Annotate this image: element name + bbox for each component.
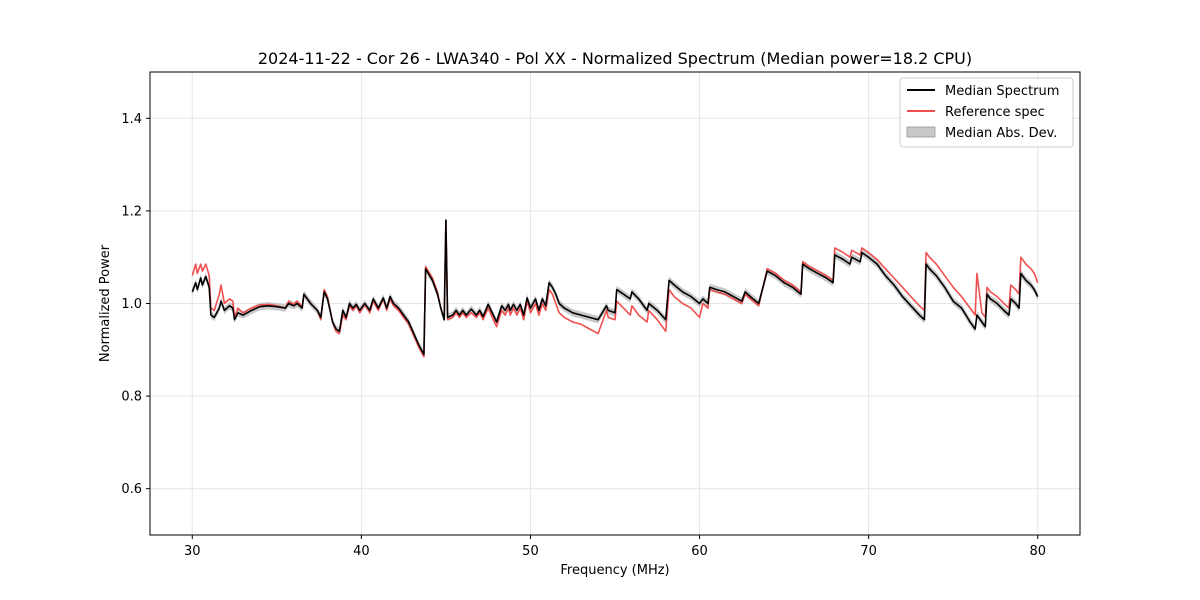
- x-axis-ticks: 30 40 50 60 70 80: [184, 535, 1046, 559]
- x-tick-label: 60: [691, 544, 708, 559]
- legend-median-label: Median Spectrum: [945, 84, 1059, 99]
- y-tick-label: 1.4: [121, 112, 142, 127]
- legend-mad-label: Median Abs. Dev.: [945, 126, 1057, 141]
- x-tick-label: 50: [522, 544, 539, 559]
- legend-mad-swatch: [906, 126, 936, 138]
- y-axis-ticks: 0.6 0.8 1.0 1.2 1.4: [121, 112, 150, 497]
- legend: Median Spectrum Reference spec Median Ab…: [899, 77, 1074, 148]
- legend-reference-label: Reference spec: [945, 105, 1045, 120]
- y-tick-label: 1.2: [121, 204, 142, 219]
- y-axis-label: Normalized Power: [98, 244, 113, 362]
- x-tick-label: 80: [1029, 544, 1046, 559]
- median-spectrum-line: [191, 219, 1039, 356]
- median-line-layer: [191, 219, 1039, 356]
- x-tick-label: 70: [860, 544, 877, 559]
- y-tick-label: 1.0: [121, 297, 142, 312]
- x-axis-label: Frequency (MHz): [560, 563, 669, 578]
- x-tick-label: 40: [353, 544, 370, 559]
- chart-title: 2024-11-22 - Cor 26 - LWA340 - Pol XX - …: [258, 49, 972, 68]
- legend-box: [899, 77, 1074, 148]
- y-tick-label: 0.6: [121, 482, 142, 497]
- x-tick-label: 30: [184, 544, 201, 559]
- y-tick-label: 0.8: [121, 390, 142, 405]
